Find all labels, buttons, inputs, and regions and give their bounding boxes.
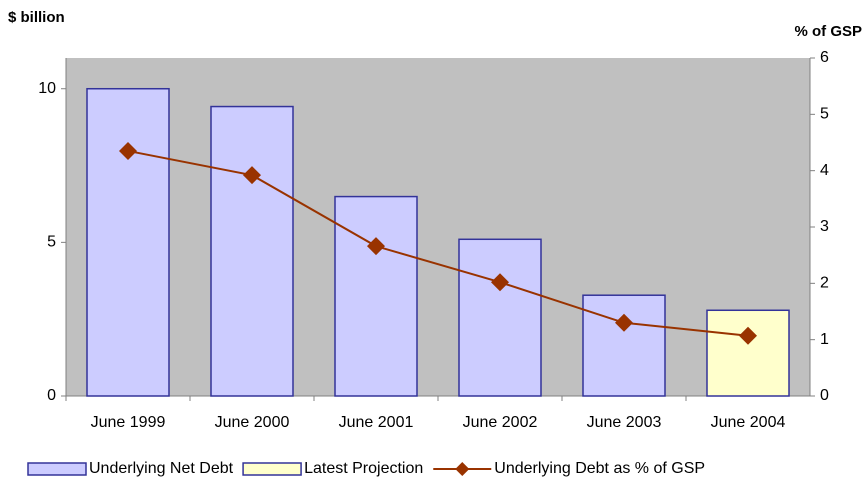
legend-swatch [27, 462, 87, 476]
marker [739, 326, 757, 345]
line [127, 149, 749, 337]
marker [243, 166, 261, 185]
y2-tick-label: 2 [820, 275, 829, 292]
y-tick-label: 0 [47, 387, 56, 404]
bar [706, 309, 790, 397]
y2-tick-label: 5 [820, 106, 829, 123]
marker [491, 273, 509, 292]
y-tick-label: 5 [47, 234, 56, 251]
y2-tick-label: 4 [820, 162, 829, 179]
legend-label: Underlying Net Debt [89, 460, 234, 477]
legend-label: Latest Projection [304, 460, 423, 477]
y2-tick-label: 6 [820, 49, 829, 66]
bar [210, 105, 294, 397]
marker [367, 237, 385, 256]
plot-area [66, 58, 810, 396]
y-axis-label: $ billion [8, 9, 65, 26]
legend-marker [455, 462, 470, 476]
marker [119, 141, 137, 160]
x-tick-label: June 2001 [339, 414, 414, 431]
legend-swatch [242, 462, 302, 476]
x-tick-label: June 2003 [587, 414, 662, 431]
bar [458, 238, 542, 397]
bar [86, 87, 170, 397]
marker [615, 313, 633, 332]
legend-label: Underlying Debt as % of GSP [494, 460, 705, 477]
x-tick-label: June 2002 [463, 414, 538, 431]
y-tick-label: 10 [38, 80, 56, 97]
y2-tick-label: 0 [820, 387, 829, 404]
x-tick-label: June 2004 [711, 414, 786, 431]
y2-tick-label: 1 [820, 331, 829, 348]
bar [334, 195, 418, 397]
x-tick-label: June 1999 [91, 414, 166, 431]
x-tick-label: June 2000 [215, 414, 290, 431]
y2-axis-label: % of GSP [794, 23, 862, 40]
y2-tick-label: 3 [820, 218, 829, 235]
bar [582, 294, 666, 397]
